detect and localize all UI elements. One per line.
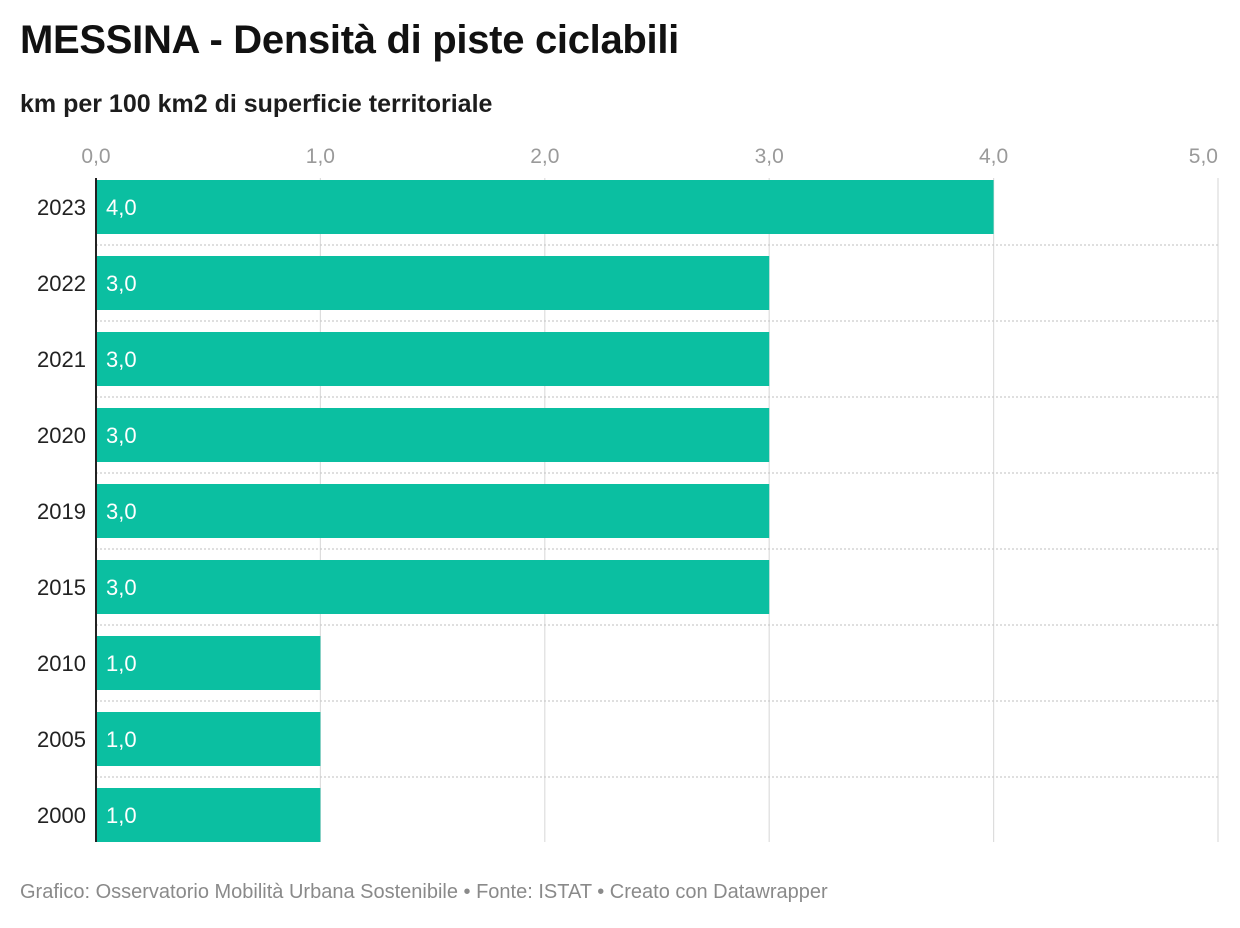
chart-title: MESSINA - Densità di piste ciclabili xyxy=(20,18,679,62)
category-label: 2019 xyxy=(37,499,86,524)
category-label: 2015 xyxy=(37,575,86,600)
bar xyxy=(96,332,770,386)
value-labels: 4,0 3,0 3,0 3,0 3,0 3,0 1,0 1,0 1,0 xyxy=(106,195,137,828)
value-label: 4,0 xyxy=(106,195,137,220)
category-label: 2023 xyxy=(37,195,86,220)
x-tick-label: 2,0 xyxy=(530,145,559,168)
x-tick-label: 3,0 xyxy=(755,145,784,168)
chart-subtitle: km per 100 km2 di superficie territorial… xyxy=(20,90,493,118)
category-label: 2021 xyxy=(37,347,86,372)
x-tick-label: 1,0 xyxy=(306,145,335,168)
bar xyxy=(96,712,321,766)
x-tick-label: 0,0 xyxy=(81,145,110,168)
value-label: 3,0 xyxy=(106,347,137,372)
bar xyxy=(96,256,770,310)
x-axis-ticks: 0,0 1,0 2,0 3,0 4,0 5,0 xyxy=(81,145,1218,168)
bar xyxy=(96,408,770,462)
value-label: 1,0 xyxy=(106,727,137,752)
row-separators xyxy=(96,244,1218,778)
bar xyxy=(96,180,994,234)
bar-chart: 0,0 1,0 2,0 3,0 4,0 5,0 202320222021202020192… xyxy=(37,145,1219,842)
x-tick-label: 5,0 xyxy=(1189,145,1218,168)
x-tick-label: 4,0 xyxy=(979,145,1008,168)
bar xyxy=(96,636,321,690)
value-label: 3,0 xyxy=(106,499,137,524)
value-label: 1,0 xyxy=(106,651,137,676)
value-label: 3,0 xyxy=(106,423,137,448)
category-label: 2020 xyxy=(37,423,86,448)
value-label: 3,0 xyxy=(106,575,137,600)
category-label: 2005 xyxy=(37,727,86,752)
category-label: 2000 xyxy=(37,803,86,828)
bar xyxy=(96,484,770,538)
category-labels: 2023 2022 2021 2020 2019 2015 2010 2005 2000 xyxy=(37,195,86,828)
category-label: 2010 xyxy=(37,651,86,676)
bar xyxy=(96,560,770,614)
source-footer: Grafico: Osservatorio Mobilità Urbana So… xyxy=(20,881,828,903)
value-label: 1,0 xyxy=(106,803,137,828)
bar xyxy=(96,788,321,842)
category-label: 2022 xyxy=(37,271,86,296)
bars xyxy=(96,180,994,842)
value-label: 3,0 xyxy=(106,271,137,296)
